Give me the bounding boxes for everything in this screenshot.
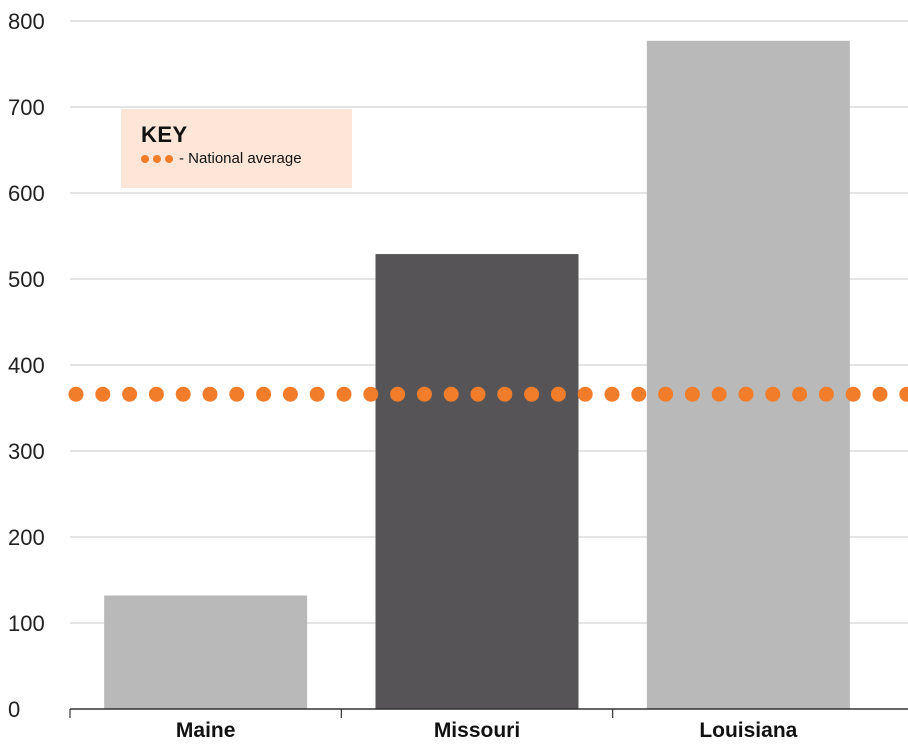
y-tick-label: 500	[8, 267, 45, 292]
legend-entry-label: - National average	[179, 150, 302, 167]
average-dot	[122, 386, 138, 402]
average-dot	[256, 386, 272, 402]
average-dot	[175, 386, 191, 402]
average-dot	[229, 386, 245, 402]
legend-key: KEY - National average	[121, 109, 352, 188]
average-dot	[363, 386, 379, 402]
y-tick-label: 400	[8, 353, 45, 378]
dotted-line-icon	[141, 154, 173, 163]
bars	[104, 40, 850, 709]
average-dot	[148, 386, 164, 402]
average-dot	[604, 386, 620, 402]
average-dot	[577, 386, 593, 402]
average-dot	[899, 386, 908, 402]
average-dot	[309, 386, 325, 402]
average-dot	[443, 386, 459, 402]
average-dot	[336, 386, 352, 402]
x-tick-label: Louisiana	[699, 719, 797, 742]
average-dot	[95, 386, 111, 402]
y-tick-label: 300	[8, 439, 45, 464]
x-tick-label: Maine	[176, 719, 236, 742]
average-dot	[631, 386, 647, 402]
average-dot	[845, 386, 861, 402]
y-tick-label: 200	[8, 525, 45, 550]
average-dot	[416, 386, 432, 402]
y-tick-label: 100	[8, 611, 45, 636]
average-dot	[68, 386, 84, 402]
bar-maine	[104, 595, 308, 709]
average-dot	[872, 386, 888, 402]
y-tick-label: 800	[8, 9, 45, 34]
average-dot	[818, 386, 834, 402]
bar-missouri	[375, 254, 579, 709]
average-dot	[550, 386, 566, 402]
legend-title: KEY	[141, 122, 188, 147]
average-dot	[711, 386, 727, 402]
average-dot	[684, 386, 700, 402]
x-tick-label: Missouri	[434, 719, 520, 742]
average-dot	[738, 386, 754, 402]
average-dot	[202, 386, 218, 402]
average-dot	[792, 386, 808, 402]
average-dot	[390, 386, 406, 402]
average-dot	[524, 386, 540, 402]
average-dot	[282, 386, 298, 402]
average-dot	[470, 386, 486, 402]
bar-louisiana	[646, 40, 850, 709]
national-average-line	[68, 386, 908, 402]
y-tick-label: 0	[8, 697, 20, 722]
axes: 0 100 200 300 400 500 600 700 800 Maine Missouri Lo…	[8, 9, 908, 742]
average-dot	[497, 386, 513, 402]
y-tick-label: 700	[8, 95, 45, 120]
average-dot	[765, 386, 781, 402]
average-dot	[658, 386, 674, 402]
legend-entry: - National average	[141, 150, 352, 167]
y-tick-label: 600	[8, 181, 45, 206]
